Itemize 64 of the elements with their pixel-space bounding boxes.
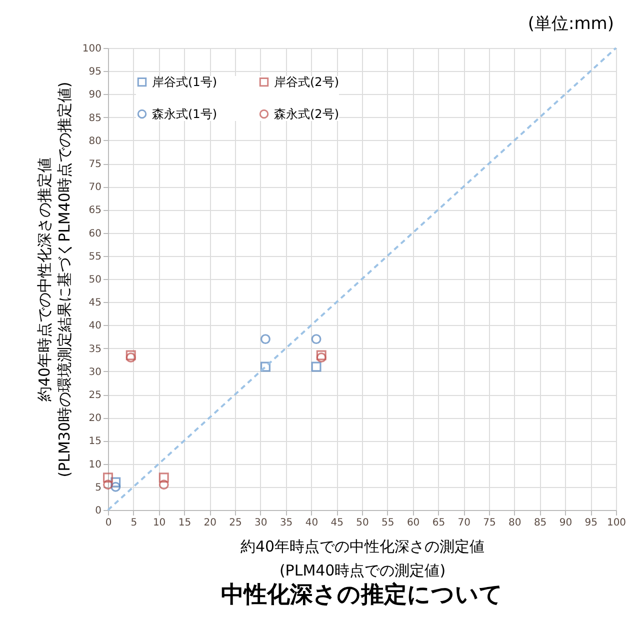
point [126,350,136,360]
x-tick-label: 50 [356,518,369,528]
y-tick-label: 25 [88,390,102,401]
y-tick-label: 20 [88,413,102,424]
point [158,480,169,490]
point [311,362,322,372]
x-tick-label: 80 [508,518,522,528]
legend-label: 岸谷式(2号) [274,75,339,90]
y-tick-label: 75 [88,159,102,170]
x-tick-label: 85 [534,518,547,528]
x-axis-title: 約40年時点での中性化深さの測定値 (PLM40時点での測定値) [240,538,485,580]
y-tick-label: 30 [88,366,102,378]
x-tick-label: 90 [559,518,572,528]
text: 中性化深さの推定について [221,581,503,608]
x-tick-label: 25 [229,518,242,528]
legend-label: 森永式(2号) [274,107,339,121]
y-tick-label: 100 [82,44,102,54]
x-tick-label: 0 [105,518,112,528]
legend-label: 岸谷式(1号) [152,75,217,90]
x-tick-label: 35 [280,518,293,528]
x-tick-label: 20 [204,518,216,528]
point [260,334,270,344]
y-tick-label: 10 [88,459,102,470]
y-tick-label: 50 [88,274,102,286]
x-tick-label: 55 [382,518,394,528]
point [110,482,121,492]
x-tick-label: 45 [330,518,344,528]
y-tick-label: 15 [88,436,102,448]
point [316,352,326,363]
y-tick-label: 55 [88,251,102,262]
x-tick-label: 95 [584,518,598,528]
x-tick-label: 65 [432,518,446,528]
x-tick-label: 70 [458,518,470,528]
point [316,350,326,360]
point [103,472,113,483]
x-tick-label: 75 [483,518,496,528]
y-tick-label: 45 [88,298,102,309]
point [158,472,169,483]
x-tick-label: 5 [130,518,138,528]
y-tick-label: 70 [88,182,102,194]
y-tick-label: 40 [88,320,102,332]
x-tick-label: 100 [606,518,626,528]
x-tick-label: 30 [254,518,268,528]
y-axis-title: 約40年時点での中性化深さの推定値 (PLM30時の環境測定結果に基づくPLM40時点での推定値) [35,82,74,478]
x-tick-label: 60 [406,518,420,528]
x-tick-label: 15 [178,518,192,528]
y-tick-label: 65 [88,205,102,216]
y-tick-label: 90 [88,90,102,101]
y-tick-label: 80 [88,136,102,147]
y-tick-label: 85 [88,112,102,124]
point [110,477,121,488]
legend-label: 森永式(1号) [152,107,217,121]
y-tick-label: 95 [88,66,102,78]
y-tick-label: 60 [88,228,102,240]
x-tick-label: 10 [152,518,166,528]
y-tick-label: 0 [95,506,102,516]
point [311,334,322,344]
text: (単位:mm) [528,13,614,35]
point [260,362,270,372]
point [126,352,136,363]
x-tick-label: 40 [305,518,318,528]
y-tick-label: 5 [95,482,102,494]
y-tick-label: 35 [88,344,102,355]
point [103,480,113,490]
